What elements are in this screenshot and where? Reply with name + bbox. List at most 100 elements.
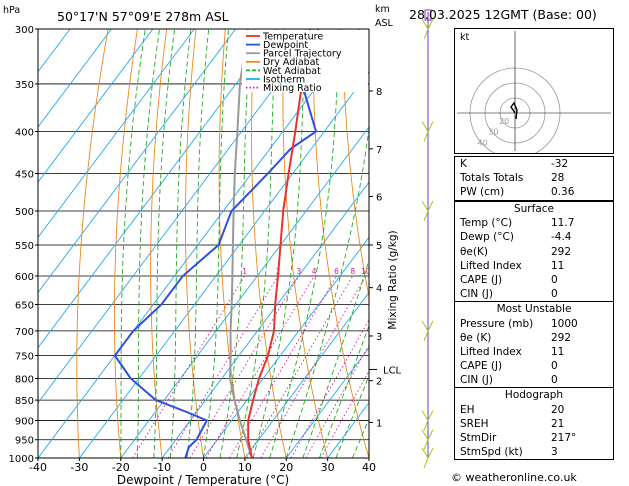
mixing-ratio-line (189, 275, 300, 458)
row-label: Pressure (mb) (460, 317, 534, 330)
wet-adiabat (302, 258, 369, 458)
dry-adiabat (150, 29, 168, 458)
hodograph-trace (510, 101, 518, 120)
wind-barb (421, 200, 434, 222)
mixing-ratio-label: 8 (350, 267, 355, 276)
mixing-ratio-label: 25 (417, 267, 427, 276)
row-label: CAPE (J) (460, 360, 503, 373)
mixing-ratio-label: 1 (242, 267, 247, 276)
table-row: StmDir 217° (455, 431, 613, 445)
wet-adiabat (120, 29, 146, 458)
wet-adiabat (169, 29, 192, 458)
wind-barb (421, 18, 434, 40)
legend-label: Mixing Ratio (263, 83, 322, 94)
table-row: θe (K) 292 (455, 331, 613, 345)
row-value: -32 (551, 158, 569, 170)
hodograph-ring-label: 40 (478, 138, 488, 147)
mixing-ratio-line (320, 370, 369, 458)
hodograph-section: Hodograph EH 20 SREH 21 StmDir 217° StmSpd (kt)… (455, 387, 613, 459)
mixing-ratio-line (260, 275, 367, 458)
pressure-tick-label: 1000 (9, 454, 34, 465)
row-label: CAPE (J) (460, 273, 503, 286)
temperature-tick-label: -30 (70, 461, 88, 474)
surface-table: Surface Temp (°C) 11.7 Dewp (°C) -4.4 θe(K) 29… (454, 201, 614, 461)
row-value: 0.36 (551, 186, 575, 199)
table-row: CAPE (J) 0 (455, 359, 613, 373)
dry-adiabat (342, 29, 369, 300)
row-value: 292 (551, 331, 572, 344)
table-row: Lifted Index 11 (455, 259, 613, 273)
km-tick-label: 7 (376, 145, 382, 156)
pressure-tick-label: 650 (15, 301, 34, 312)
row-value: 217° (551, 432, 577, 444)
isotherm-line (161, 181, 369, 458)
section-title: Surface (513, 203, 554, 215)
isotherm-line (244, 291, 369, 458)
wet-adiabat (252, 29, 307, 458)
hodograph-ring-label: 20 (499, 117, 509, 126)
row-label: K (460, 158, 467, 170)
indices-table: K -32 Totals Totals 28 PW (cm) 0.36 (454, 156, 614, 201)
isotherm-line (38, 29, 71, 73)
mixing-ratio-line (167, 275, 279, 458)
wind-barb (421, 121, 434, 142)
wind-barb (421, 410, 434, 431)
isotherm-line (38, 29, 319, 404)
km-tick-label: 6 (376, 192, 382, 203)
pressure-tick-label: 750 (15, 351, 34, 362)
table-row: CIN (J) 0 (455, 287, 613, 301)
temperature-tick-label: 20 (279, 461, 293, 474)
wind-barb (421, 320, 434, 342)
pressure-tick-label: 600 (15, 272, 34, 283)
index-row: PW (cm) 0.36 (455, 185, 613, 199)
mixing-ratio-line (246, 275, 354, 458)
pressure-tick-label: 800 (15, 374, 34, 385)
pressure-tick-label: 350 (15, 80, 34, 91)
row-value: 0 (551, 288, 558, 301)
x-axis-label: Dewpoint / Temperature (°C) (117, 473, 289, 486)
pressure-tick-label: 500 (15, 207, 34, 218)
isotherm-line (285, 346, 369, 458)
isotherm-line (38, 29, 236, 294)
table-row: SREH 21 (455, 417, 613, 431)
index-row: Totals Totals 28 (455, 171, 613, 185)
km-tick-label: 2 (376, 377, 382, 388)
dewpoint-line (113, 29, 318, 458)
row-label: CIN (J) (460, 374, 493, 387)
legend-label: Temperature (262, 31, 323, 42)
isotherm-line (79, 71, 369, 458)
wind-barb (421, 447, 434, 469)
row-label: StmDir (460, 432, 497, 444)
pressure-tick-label: 300 (15, 25, 34, 36)
section-title: Hodograph (504, 389, 564, 402)
legend-background (242, 30, 368, 92)
wet-adiabat (219, 29, 252, 458)
row-value: 1000 (551, 317, 578, 330)
legend-label: Wet Adiabat (263, 66, 321, 77)
mixing-ratio-line (305, 344, 369, 458)
mixing-ratio-line (205, 275, 315, 458)
row-value: 28 (551, 172, 565, 185)
row-label: Totals Totals (460, 172, 524, 185)
temperature-line (247, 29, 320, 458)
row-value: 0 (551, 273, 558, 286)
temperature-tick-label: 10 (238, 461, 252, 474)
wet-adiabat (285, 125, 369, 458)
row-value: 0 (551, 360, 558, 373)
row-label: StmSpd (kt) (460, 446, 523, 459)
hodograph-ring-label: 30 (488, 128, 498, 137)
row-label: EH (460, 403, 475, 416)
credit: © weatheronline.co.uk (451, 471, 577, 484)
row-value: 21 (551, 417, 565, 430)
lcl-label: LCL (383, 365, 402, 376)
row-label: SREH (460, 417, 489, 430)
km-tick-label: 4 (376, 284, 382, 295)
table-row: Dewp (°C) -4.4 (455, 230, 613, 244)
temperature-tick-label: -20 (112, 461, 130, 474)
wet-adiabat (203, 29, 229, 458)
dry-adiabat (113, 29, 138, 458)
isotherm-line (38, 29, 112, 128)
pressure-tick-label: 900 (15, 416, 34, 427)
isotherm-line (120, 126, 369, 458)
row-label: θe (K) (460, 331, 492, 344)
